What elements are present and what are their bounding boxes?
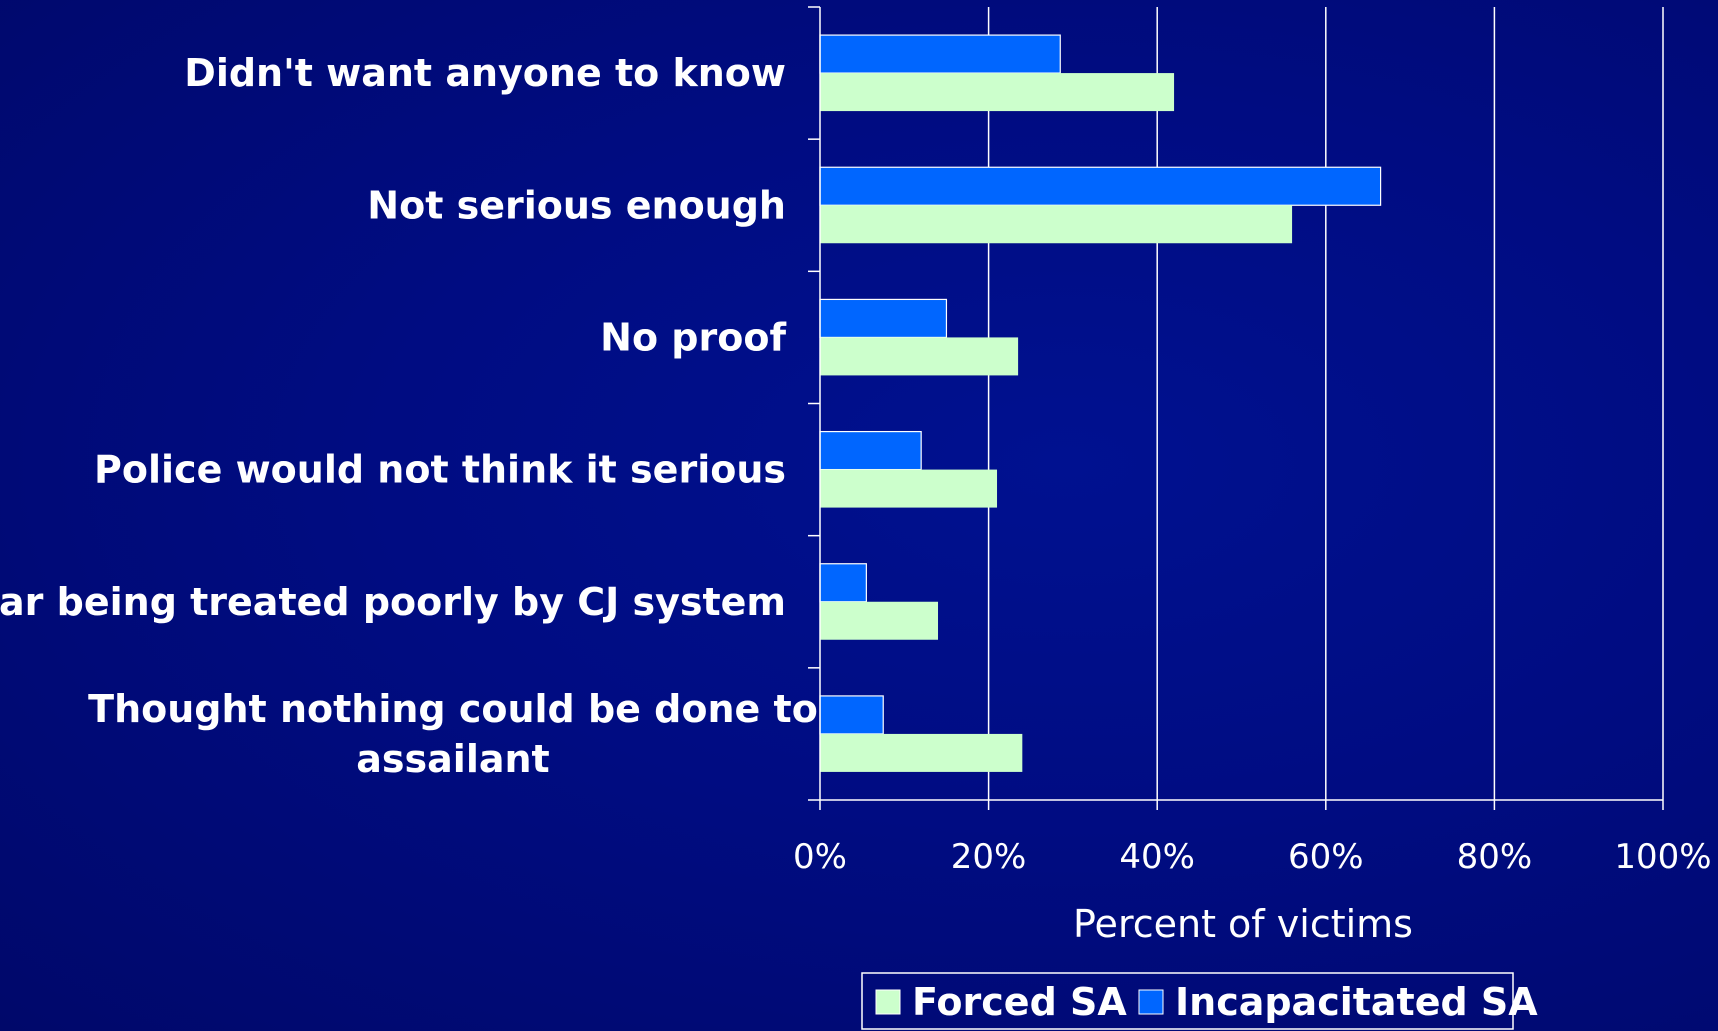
bar-forced-sa <box>820 337 1019 376</box>
bar-incapacitated-sa <box>819 166 1382 206</box>
axes <box>808 6 1664 810</box>
x-tick-labels: 0% 20% 40% 60% 80% 100% <box>793 837 1712 877</box>
category-label: Not serious enough <box>367 183 786 227</box>
legend-label: Forced SA <box>912 980 1127 1024</box>
x-tick-label: 20% <box>951 837 1027 877</box>
bar-forced-sa <box>820 601 939 640</box>
bar-incapacitated-sa <box>819 298 948 339</box>
category-labels: Didn't want anyone to know Not serious en… <box>0 51 818 781</box>
x-tick-label: 40% <box>1119 837 1195 877</box>
bar-forced-sa <box>820 205 1293 244</box>
bars <box>819 34 1382 772</box>
category-label: Fear being treated poorly by CJ system <box>0 580 786 624</box>
legend-swatch <box>1138 989 1164 1015</box>
legend-box <box>861 972 1514 1030</box>
category-label: Thought nothing could be done to assailan… <box>88 687 818 781</box>
x-tick-label: 80% <box>1457 837 1533 877</box>
bar-forced-sa <box>820 469 998 508</box>
x-axis-title: Percent of victims <box>1073 902 1413 946</box>
legend: Forced SA Incapacitated SA <box>861 972 1538 1030</box>
x-tick-label: 100% <box>1614 837 1711 877</box>
category-label: Police would not think it serious <box>94 448 786 492</box>
gridlines <box>987 7 1664 800</box>
bar-forced-sa <box>820 73 1175 112</box>
x-tick-label: 0% <box>793 837 847 877</box>
bar-forced-sa <box>820 733 1023 772</box>
bar-incapacitated-sa <box>819 34 1061 74</box>
category-label: Didn't want anyone to know <box>184 51 786 95</box>
bar-incapacitated-sa <box>819 430 922 471</box>
legend-label: Incapacitated SA <box>1175 980 1538 1024</box>
bar-incapacitated-sa <box>819 695 884 735</box>
bar-incapacitated-sa <box>819 563 867 603</box>
legend-swatch <box>875 989 901 1015</box>
category-label: No proof <box>600 315 786 359</box>
x-tick-label: 60% <box>1288 837 1364 877</box>
